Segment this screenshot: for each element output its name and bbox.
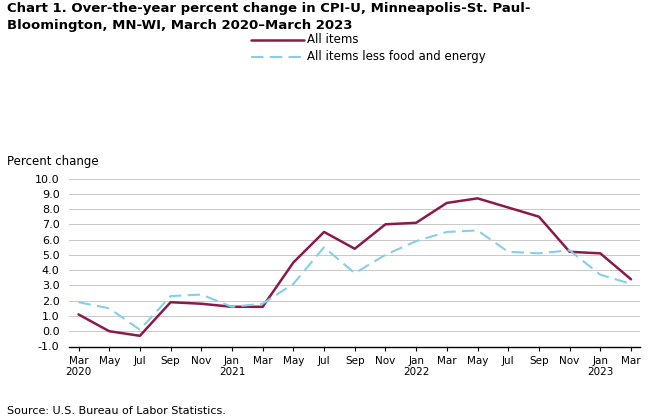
Text: Source: U.S. Bureau of Labor Statistics.: Source: U.S. Bureau of Labor Statistics. <box>7 406 226 416</box>
Text: Chart 1. Over-the-year percent change in CPI-U, Minneapolis-St. Paul-: Chart 1. Over-the-year percent change in… <box>7 2 530 15</box>
Text: Percent change: Percent change <box>7 155 98 168</box>
Text: Bloomington, MN-WI, March 2020–March 2023: Bloomington, MN-WI, March 2020–March 202… <box>7 19 352 32</box>
Text: All items: All items <box>307 34 358 46</box>
Text: All items less food and energy: All items less food and energy <box>307 50 486 63</box>
